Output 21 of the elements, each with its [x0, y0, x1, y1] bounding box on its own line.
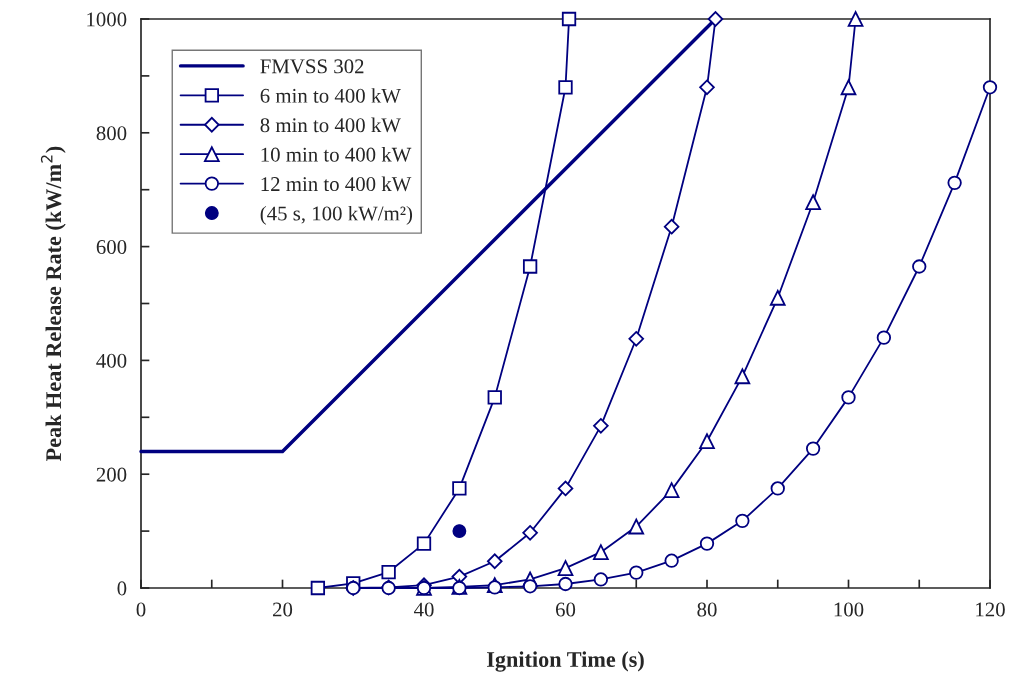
y-tick-label: 600	[96, 239, 127, 255]
x-tick-label: 20	[273, 602, 293, 617]
x-tick-label: 120	[976, 602, 1005, 617]
y-tick-label: 1000	[87, 12, 127, 27]
legend-label: 6 min to 400 kW	[260, 88, 401, 103]
y-tick-label: 0	[117, 581, 127, 596]
legend-label: (45 s, 100 kW/m²)	[260, 205, 413, 225]
legend-label: 8 min to 400 kW	[260, 117, 401, 133]
legend-label: 10 min to 400 kW	[261, 147, 412, 162]
y-tick-label: 200	[96, 467, 127, 482]
y-tick-label: 400	[96, 353, 127, 368]
y-axis-title: Peak Heat Release Rate (kW/m$^{2}$)	[40, 146, 66, 462]
x-tick-label: 0	[136, 602, 146, 617]
legend-label: 12 min to 400 kW	[261, 176, 412, 192]
x-tick-label: 80	[697, 602, 717, 617]
y-tick-label: 800	[96, 126, 127, 141]
x-axis-title: Ignition Time (s)	[487, 651, 644, 672]
x-tick-label: 40	[413, 602, 434, 617]
x-tick-label: 100	[834, 602, 864, 617]
legend-label: FMVSS 302	[260, 59, 364, 74]
x-tick-label: 60	[555, 602, 576, 617]
